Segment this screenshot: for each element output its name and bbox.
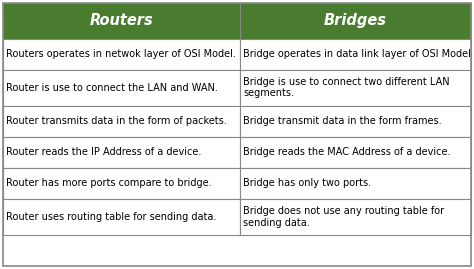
Bar (3, 106, 240, 137)
Text: Router is use to connect the LAN and WAN.: Router is use to connect the LAN and WAN… (6, 83, 218, 93)
Text: Router uses routing table for sending data.: Router uses routing table for sending da… (6, 212, 216, 222)
Text: Routers: Routers (90, 13, 154, 28)
Bar (3, 137, 240, 168)
Text: Bridge is use to connect two different LAN
segments.: Bridge is use to connect two different L… (243, 77, 450, 98)
Text: Router reads the IP Address of a device.: Router reads the IP Address of a device. (6, 147, 201, 157)
Text: Router transmits data in the form of packets.: Router transmits data in the form of pac… (6, 116, 227, 126)
Bar (240, 199, 471, 235)
Text: Bridge transmit data in the form frames.: Bridge transmit data in the form frames. (243, 116, 442, 126)
Bar (240, 168, 471, 199)
Text: Routers operates in netwok layer of OSI Model.: Routers operates in netwok layer of OSI … (6, 49, 236, 59)
Bar (3, 168, 240, 199)
Bar (3, 199, 240, 235)
Bar (240, 106, 471, 137)
Bar (3, 38, 240, 70)
Text: Bridge reads the MAC Address of a device.: Bridge reads the MAC Address of a device… (243, 147, 451, 157)
Bar (240, 38, 471, 70)
Text: Bridges: Bridges (324, 13, 387, 28)
Text: Bridge does not use any routing table for
sending data.: Bridge does not use any routing table fo… (243, 206, 445, 228)
Bar (240, 3, 471, 38)
Text: Bridge operates in data link layer of OSI Model.: Bridge operates in data link layer of OS… (243, 49, 474, 59)
Bar (240, 70, 471, 106)
Bar (240, 137, 471, 168)
Text: Bridge has only two ports.: Bridge has only two ports. (243, 178, 372, 188)
Bar (3, 70, 240, 106)
Text: Router has more ports compare to bridge.: Router has more ports compare to bridge. (6, 178, 211, 188)
Bar (3, 3, 240, 38)
